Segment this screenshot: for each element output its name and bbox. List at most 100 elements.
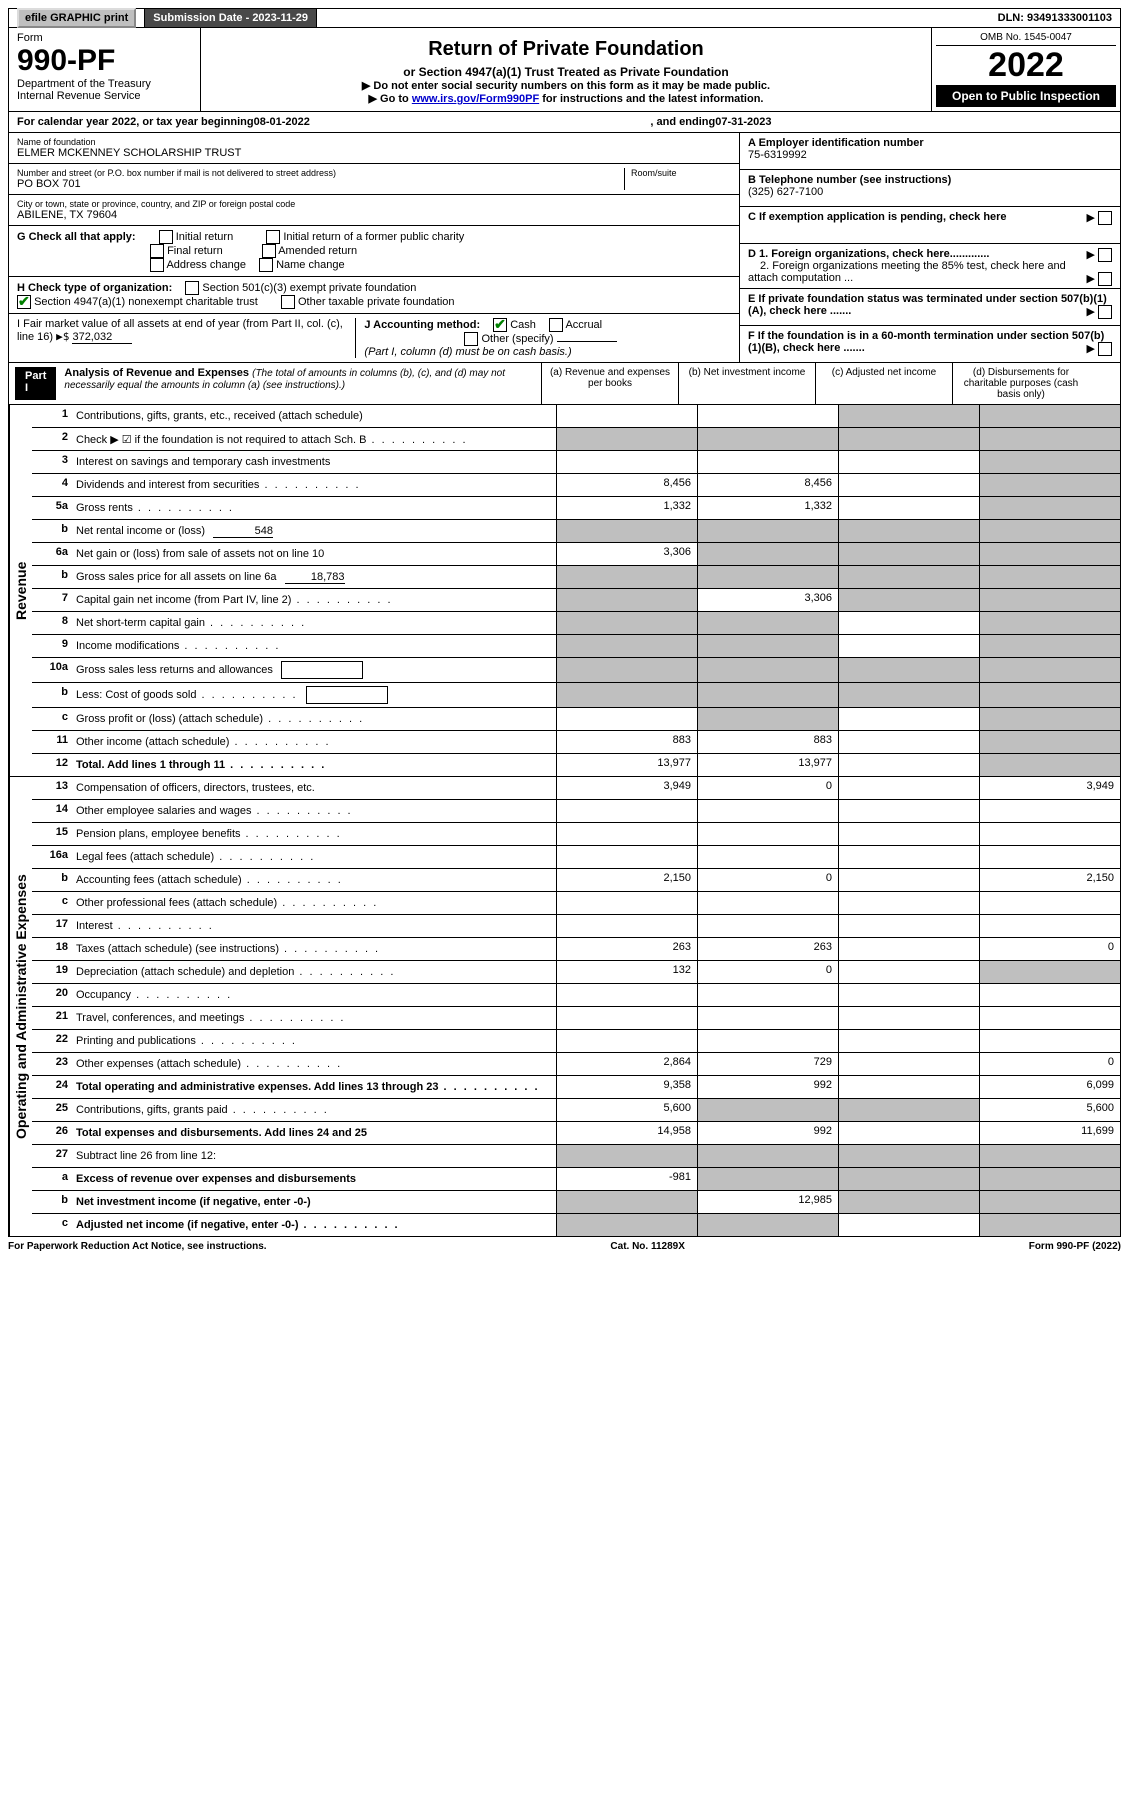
ein-label: A Employer identification number <box>748 137 924 149</box>
line-number: 5a <box>32 497 72 519</box>
value-cell: 992 <box>697 1076 838 1098</box>
e-label: E If private foundation status was termi… <box>748 293 1107 317</box>
instruction-2-post: for instructions and the latest informat… <box>539 93 763 105</box>
value-cell: 0 <box>697 961 838 983</box>
value-cell <box>556 984 697 1006</box>
form-subtitle: or Section 4947(a)(1) Trust Treated as P… <box>209 65 923 79</box>
line-number: 10a <box>32 658 72 682</box>
value-cell <box>697 1168 838 1190</box>
form-title: Return of Private Foundation <box>209 38 923 61</box>
h-501c3-checkbox[interactable] <box>185 281 199 295</box>
revenue-label: Revenue <box>9 405 32 776</box>
table-row: 16aLegal fees (attach schedule) <box>32 846 1120 869</box>
value-cell <box>979 1030 1120 1052</box>
line-description: Interest <box>72 915 556 937</box>
d1-label: D 1. Foreign organizations, check here..… <box>748 248 989 260</box>
submission-date: Submission Date - 2023-11-29 <box>145 9 317 27</box>
line-number: 20 <box>32 984 72 1006</box>
line-description: Taxes (attach schedule) (see instruction… <box>72 938 556 960</box>
table-row: 19Depreciation (attach schedule) and dep… <box>32 961 1120 984</box>
line-number: c <box>32 1214 72 1236</box>
name-change-checkbox[interactable] <box>259 258 273 272</box>
value-cell <box>979 846 1120 868</box>
line-description: Net gain or (loss) from sale of assets n… <box>72 543 556 565</box>
value-cell <box>556 1214 697 1236</box>
line-description: Other employee salaries and wages <box>72 800 556 822</box>
value-cell <box>697 800 838 822</box>
top-bar: efile GRAPHIC print Submission Date - 20… <box>8 8 1121 28</box>
line-description: Contributions, gifts, grants paid <box>72 1099 556 1121</box>
line-number: 26 <box>32 1122 72 1144</box>
j-other: Other (specify) <box>481 333 553 345</box>
initial-former-checkbox[interactable] <box>266 230 280 244</box>
form-link[interactable]: www.irs.gov/Form990PF <box>412 93 539 105</box>
table-row: 10aGross sales less returns and allowanc… <box>32 658 1120 683</box>
line-description: Subtract line 26 from line 12: <box>72 1145 556 1167</box>
h-label: H Check type of organization: <box>17 282 172 294</box>
value-cell <box>556 658 697 682</box>
value-cell <box>556 1007 697 1029</box>
value-cell <box>697 428 838 450</box>
value-cell <box>556 846 697 868</box>
foundation-name: ELMER MCKENNEY SCHOLARSHIP TRUST <box>17 147 731 159</box>
inline-box <box>281 661 363 679</box>
value-cell <box>556 1145 697 1167</box>
j-other-checkbox[interactable] <box>464 332 478 346</box>
final-return-checkbox[interactable] <box>150 244 164 258</box>
value-cell <box>556 708 697 730</box>
j-label: J Accounting method: <box>364 319 480 331</box>
footer: For Paperwork Reduction Act Notice, see … <box>8 1237 1121 1256</box>
line-description: Net rental income or (loss)548 <box>72 520 556 542</box>
amended-checkbox[interactable] <box>262 244 276 258</box>
inline-box <box>306 686 388 704</box>
line-description: Gross sales price for all assets on line… <box>72 566 556 588</box>
value-cell <box>838 1168 979 1190</box>
line-description: Occupancy <box>72 984 556 1006</box>
table-row: aExcess of revenue over expenses and dis… <box>32 1168 1120 1191</box>
table-row: 20Occupancy <box>32 984 1120 1007</box>
j-note: (Part I, column (d) must be on cash basi… <box>364 346 571 358</box>
opt-initial: Initial return <box>176 231 233 243</box>
value-cell: 3,949 <box>556 777 697 799</box>
value-cell <box>979 635 1120 657</box>
calendar-year-row: For calendar year 2022, or tax year begi… <box>8 112 1121 133</box>
initial-return-checkbox[interactable] <box>159 230 173 244</box>
value-cell <box>838 1214 979 1236</box>
line-number: 27 <box>32 1145 72 1167</box>
value-cell <box>838 915 979 937</box>
value-cell <box>556 405 697 427</box>
line-description: Other income (attach schedule) <box>72 731 556 753</box>
value-cell <box>556 451 697 473</box>
value-cell <box>838 731 979 753</box>
j-cash-checkbox[interactable] <box>493 318 507 332</box>
address-change-checkbox[interactable] <box>150 258 164 272</box>
value-cell <box>556 800 697 822</box>
value-cell <box>979 1145 1120 1167</box>
d2-checkbox[interactable] <box>1098 272 1112 286</box>
value-cell <box>838 1099 979 1121</box>
line-description: Net short-term capital gain <box>72 612 556 634</box>
j-accrual-checkbox[interactable] <box>549 318 563 332</box>
h-other-checkbox[interactable] <box>281 295 295 309</box>
value-cell <box>979 1214 1120 1236</box>
line-description: Total operating and administrative expen… <box>72 1076 556 1098</box>
value-cell <box>697 1099 838 1121</box>
value-cell <box>979 823 1120 845</box>
i-arrow: ▶$ <box>56 330 69 343</box>
value-cell: 0 <box>979 1053 1120 1075</box>
inline-value: 548 <box>213 525 273 538</box>
value-cell <box>838 451 979 473</box>
f-checkbox[interactable] <box>1098 342 1112 356</box>
col-b-header: (b) Net investment income <box>678 363 815 404</box>
value-cell: 9,358 <box>556 1076 697 1098</box>
value-cell <box>838 635 979 657</box>
value-cell <box>979 1007 1120 1029</box>
efile-print-button[interactable]: efile GRAPHIC print <box>17 8 136 28</box>
line-description: Dividends and interest from securities <box>72 474 556 496</box>
line-number: 9 <box>32 635 72 657</box>
c-checkbox[interactable] <box>1098 211 1112 225</box>
value-cell <box>838 708 979 730</box>
e-checkbox[interactable] <box>1098 305 1112 319</box>
h-4947-checkbox[interactable] <box>17 295 31 309</box>
d1-checkbox[interactable] <box>1098 248 1112 262</box>
